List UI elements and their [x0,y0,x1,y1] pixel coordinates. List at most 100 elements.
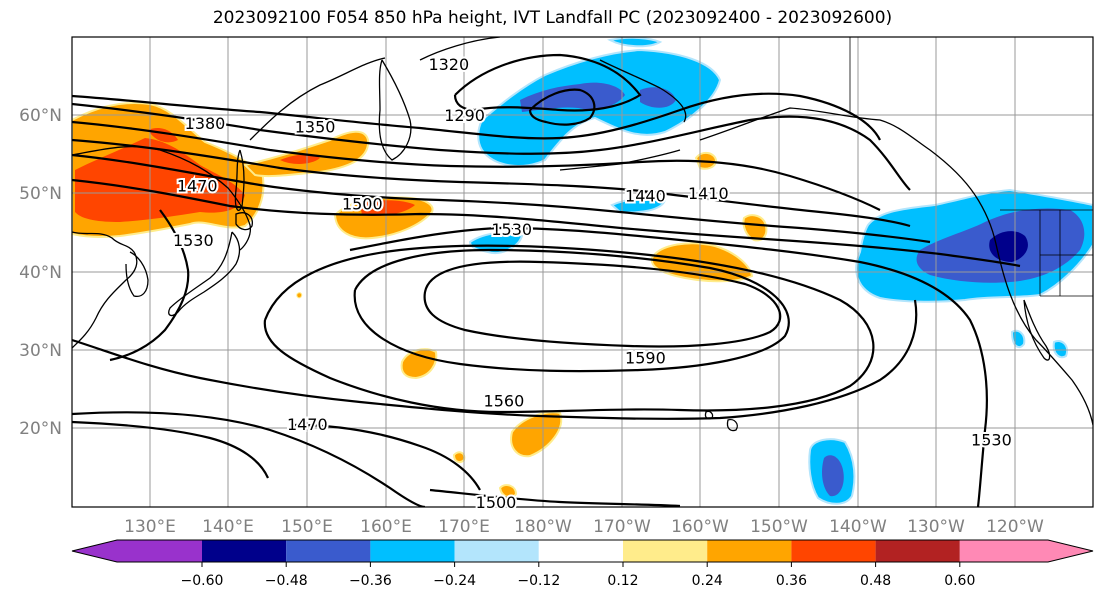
ivt-strong-kamchatka [360,200,415,216]
contour-label: 1350 [295,118,336,137]
colorbar-segment-over [959,540,1093,562]
contour-1440 [72,138,911,228]
contour-1470-north [72,153,931,244]
contour-label: 1530 [491,220,532,239]
lat-tick-label: 20°N [19,419,62,439]
coastline-russia-far-east [72,145,252,251]
contour-label: 1470 [287,415,328,434]
contour-label: 1320 [428,55,469,74]
contour-1560-inner [423,260,782,348]
colorbar-label: 0.24 [692,573,723,589]
contour-1530-north [109,209,988,507]
coastline-chukotka [419,37,501,61]
colorbar-label: −0.60 [181,573,224,589]
contour-label: 1380 [185,114,226,133]
lon-tick-label: 130°W [907,517,965,537]
latitude-tick-labels: 60°N 50°N 40°N 30°N 20°N [19,106,62,439]
contour-label: 1500 [342,194,383,213]
coastline-sakhalin [234,149,245,211]
contour-label: 1500 [476,493,517,512]
contour-label: 1530 [173,231,214,250]
contour-1290 [528,88,596,126]
lon-tick-label: 160°E [360,517,412,537]
contour-label: 1470 [177,176,218,195]
colorbar-ticks [201,562,961,567]
lat-tick-label: 50°N [19,184,62,204]
colorbar-outline [71,539,1094,563]
coastline-kamchatka [378,59,412,161]
colorbar-segment [875,540,960,562]
ivt-negative-baja [1010,329,1026,349]
contour-1500-south [72,411,681,507]
lon-tick-label: 140°W [829,517,887,537]
coastline-hokkaido [235,212,253,231]
colorbar-label: −0.24 [433,573,476,589]
colorbar-segment [370,540,455,562]
colorbar-segment [623,540,708,562]
ivt-positive-small-east [742,214,768,242]
contour-1530-south [72,299,918,420]
contour-label: 1590 [625,348,666,367]
coastline-asia-mainland [72,231,138,349]
lon-tick-label: 160°W [671,517,729,537]
contour-label: 1290 [444,106,485,125]
contour-label: 1560 [484,391,525,410]
colorbar-segment [454,540,539,562]
lon-tick-label: 120°W [986,517,1044,537]
lon-tick-label: 180°W [514,517,572,537]
coastline-alaska-west [599,59,687,123]
colorbar-segment [286,540,371,562]
ivt-negative-strong-shading [520,82,1085,497]
contour-1380 [72,102,911,191]
contour-1590 [353,248,790,373]
lat-tick-label: 60°N [19,106,62,126]
contour-label: 1410 [688,184,729,203]
contour-labels: 1380 1350 1320 1290 1470 1530 1500 1530 1440 1410… [171,53,1014,514]
colorbar-label: 0.36 [776,573,807,589]
coastline-okhotsk-north [249,57,386,141]
contour-1500-north [72,178,1021,268]
colorbar-label: 0.60 [944,573,975,589]
map-content [72,37,1093,507]
colorbar-segment-under [72,540,202,562]
coastline-hawaii-1 [726,418,738,432]
contour-1470-south [72,420,481,491]
political-borders [849,37,1093,297]
ivt-negative-royal-north [520,82,625,112]
colorbar-label: 0.48 [860,573,891,589]
ivt-positive-dot-1 [452,451,466,464]
contour-1320 [453,53,642,112]
ivt-strong-sea-arm [280,154,320,164]
contour-label: 1440 [625,187,666,206]
colorbar-label: −0.36 [349,573,392,589]
colorbar-segment [707,540,792,562]
contour-1410 [72,120,881,211]
lon-tick-label: 140°E [202,517,254,537]
colorbar: −0.60 −0.48 −0.36 −0.24 −0.12 0.12 0.24 … [71,539,1094,589]
lat-tick-label: 30°N [19,341,62,361]
colorbar-label: −0.48 [265,573,308,589]
ivt-positive-dot-2 [498,484,518,499]
longitude-tick-labels: 130°E 140°E 150°E 160°E 170°E 180°W 170°… [124,517,1044,537]
map-frame [71,36,1094,508]
lon-tick-label: 170°W [593,517,651,537]
colorbar-segment [791,540,876,562]
lat-tick-label: 40°N [19,263,62,283]
colorbar-label: 0.12 [607,573,638,589]
contour-1350 [72,92,881,141]
lon-tick-label: 170°E [438,517,490,537]
lon-tick-label: 130°E [124,517,176,537]
colorbar-label: −0.12 [517,573,560,589]
colorbar-segment [538,540,623,562]
contour-label: 1530 [971,431,1012,450]
height-contours [72,53,1021,507]
ivt-negative-mexico [1052,340,1068,359]
lon-tick-label: 150°W [750,517,808,537]
colorbar-segment [202,540,287,562]
coastline-north-america-west [974,194,1093,426]
coastline-baja [1023,299,1051,361]
ivt-positive-dot-3 [296,292,303,299]
lon-tick-label: 150°E [281,517,333,537]
ivt-negative-royal-subtropical [822,455,844,497]
